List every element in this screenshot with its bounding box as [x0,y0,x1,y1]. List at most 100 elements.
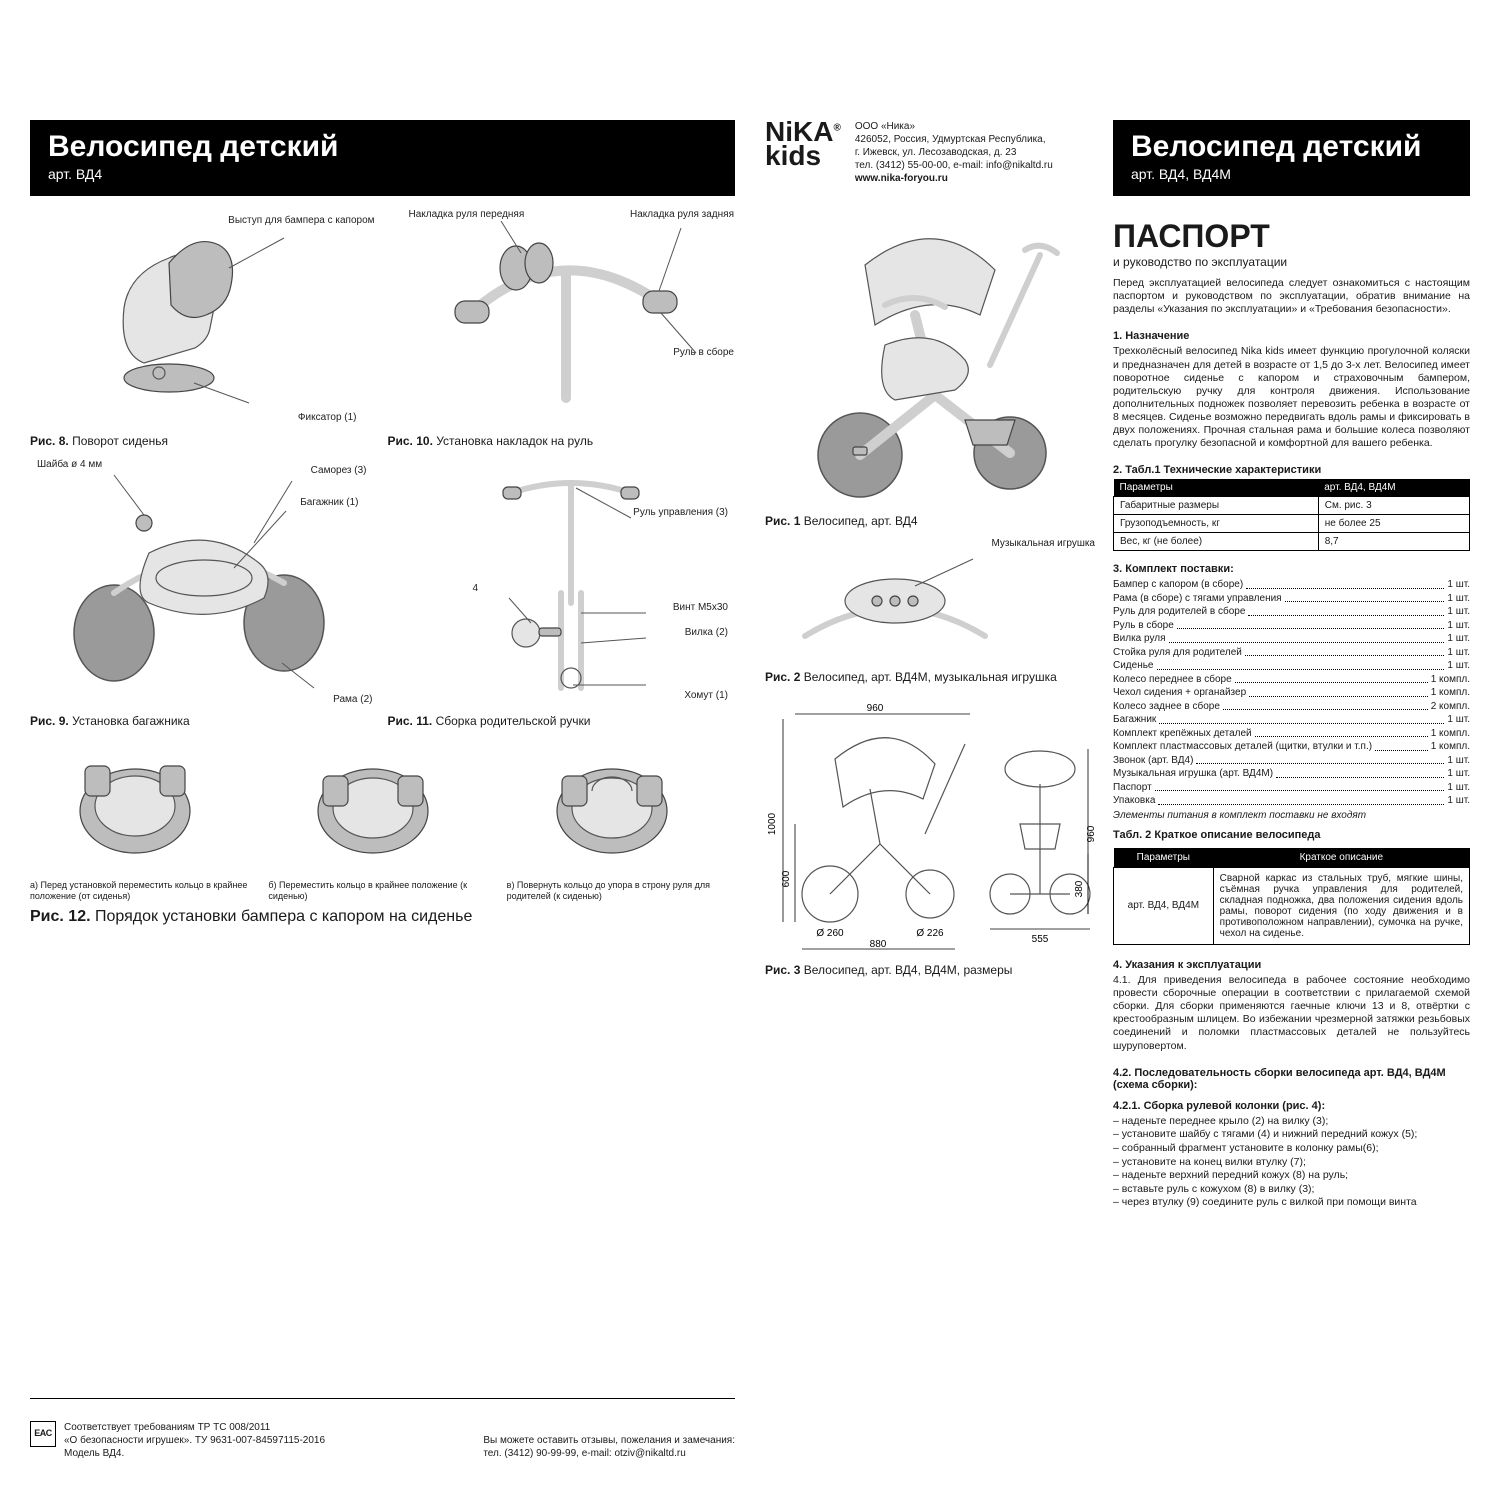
fig-grid-top: Выступ для бампера с капором Фиксатор (1… [30,208,735,728]
assembly-step: – вставьте руль с кожухом (8) в вилку (3… [1113,1183,1470,1197]
table2: ПараметрыКраткое описание арт. ВД4, ВД4М… [1113,848,1470,945]
supply-list: Бампер с капором (в сборе) 1 шт.Рама (в … [1113,578,1470,808]
tab2-h: Табл. 2 Краткое описание велосипеда [1113,829,1470,841]
fig10-callout-c: Руль в сборе [673,347,734,358]
sec4-h: 4. Указания к эксплуатации [1113,959,1470,971]
svg-text:960: 960 [867,703,884,714]
svg-text:960: 960 [1086,825,1095,842]
supply-row: Чехол сидения + органайзер 1 компл. [1113,686,1470,700]
supply-row: Багажник 1 шт. [1113,713,1470,727]
right-header: Велосипед детский арт. ВД4, ВД4М [1113,120,1470,196]
supply-row: Паспорт 1 шт. [1113,781,1470,795]
svg-text:880: 880 [870,939,887,950]
fig9-cap: Рис. 9. Установка багажника [30,714,378,728]
svg-text:600: 600 [781,870,792,887]
fig12-b: б) Переместить кольцо в крайнее положени… [268,736,496,902]
fig11-callout-b: Винт М5х30 [673,602,728,613]
sec3-h: 3. Комплект поставки: [1113,563,1470,575]
brand-row: NiKA® kids ООО «Ника» 426052, Россия, Уд… [765,120,1095,185]
fig11-callout-e: 4 [473,583,479,594]
fig10: Накладка руля передняя Накладка руля зад… [388,208,736,448]
supply-row: Руль для родителей в сборе 1 шт. [1113,605,1470,619]
fig10-cap: Рис. 10. Установка накладок на руль [388,434,736,448]
supply-row: Вилка руля 1 шт. [1113,632,1470,646]
fig1: Рис. 1 Велосипед, арт. ВД4 [765,195,1095,528]
feedback-block: Вы можете оставить отзывы, пожелания и з… [483,1434,735,1460]
fig8-callout-a: Выступ для бампера с капором [228,215,374,226]
supply-row: Музыкальная игрушка (арт. ВД4М) 1 шт. [1113,767,1470,781]
right-page: NiKA® kids ООО «Ника» 426052, Россия, Уд… [750,120,1470,1460]
svg-text:1000: 1000 [767,812,778,835]
brand-info: ООО «Ника» 426052, Россия, Удмуртская Ре… [855,120,1053,185]
assembly-steps: – наденьте переднее крыло (2) на вилку (… [1113,1115,1470,1210]
fig11-callout-a: Руль управления (3) [633,507,728,518]
supply-row: Стойка руля для родителей 1 шт. [1113,646,1470,660]
fig10-svg [411,213,711,423]
assembly-step: – собранный фрагмент установите в колонк… [1113,1142,1470,1156]
fig9-callout-b: Саморез (3) [311,465,367,476]
supply-row: Звонок (арт. ВД4) 1 шт. [1113,754,1470,768]
left-header: Велосипед детский арт. ВД4 [30,120,735,196]
fig8-cap: Рис. 8. Поворот сиденья [30,434,378,448]
sec1-h: 1. Назначение [1113,330,1470,342]
passport-title: ПАСПОРТ [1113,218,1470,255]
supply-row: Упаковка 1 шт. [1113,794,1470,808]
svg-text:380: 380 [1074,880,1085,897]
fig11-cap: Рис. 11. Сборка родительской ручки [388,714,736,728]
fig8-callout-b: Фиксатор (1) [298,412,357,423]
supply-row: Сиденье 1 шт. [1113,659,1470,673]
fig10-callout-a: Накладка руля передняя [409,209,525,220]
brand-logo: NiKA® kids [765,120,841,168]
fig12-row: а) Перед установкой переместить кольцо в… [30,736,735,902]
fig11: Руль управления (3) Винт М5х30 Вилка (2)… [388,458,736,728]
table1: Параметрыарт. ВД4, ВД4М Габаритные разме… [1113,479,1470,551]
fig9-callout-c: Багажник (1) [300,497,358,508]
fig9-callout-a: Шайба ø 4 мм [37,459,102,470]
fig11-svg [411,463,711,703]
fig12-a: а) Перед установкой переместить кольцо в… [30,736,258,902]
supply-row: Бампер с капором (в сборе) 1 шт. [1113,578,1470,592]
right-title: Велосипед детский [1131,130,1452,164]
assembly-step: – через втулку (9) соедините руль с вилк… [1113,1196,1470,1210]
fig12-cap: Рис. 12. Порядок установки бампера с кап… [30,908,735,926]
right-col-text: Велосипед детский арт. ВД4, ВД4М ПАСПОРТ… [1113,120,1470,1460]
svg-text:Ø 260: Ø 260 [816,928,844,939]
eac-icon: EAC [30,1421,56,1447]
compliance-block: EAC Соответствует требованиям ТР ТС 008/… [30,1421,325,1460]
left-footer: EAC Соответствует требованиям ТР ТС 008/… [30,1421,735,1460]
supply-row: Комплект пластмассовых деталей (щитки, в… [1113,740,1470,754]
fig11-callout-c: Вилка (2) [685,627,728,638]
tab1-h: 2. Табл.1 Технические характеристики [1113,464,1470,476]
fig8-svg [74,213,334,423]
supply-row: Колесо переднее в сборе 1 компл. [1113,673,1470,687]
svg-text:555: 555 [1032,934,1049,945]
fig11-callout-d: Хомут (1) [684,690,728,701]
fig2: Музыкальная игрушка Рис. 2 Велосипед, ар… [765,538,1095,684]
assembly-step: – установите шайбу с тягами (4) и нижний… [1113,1128,1470,1142]
left-page: Велосипед детский арт. ВД4 Выступ для ба… [30,120,750,1460]
sec41: 4.1. Для приведения велосипеда в рабочее… [1113,974,1470,1053]
left-title: Велосипед детский [48,130,717,164]
assembly-step: – наденьте верхний передний кожух (8) на… [1113,1169,1470,1183]
right-col-figures: NiKA® kids ООО «Ника» 426052, Россия, Уд… [765,120,1095,1460]
fig9: Шайба ø 4 мм Саморез (3) Багажник (1) Ра… [30,458,378,728]
fig3: 960 1000 600 Ø 260 Ø 226 880 [765,694,1095,977]
fig8: Выступ для бампера с капором Фиксатор (1… [30,208,378,448]
sec1-para: Трехколёсный велосипед Nika kids имеет ф… [1113,345,1470,450]
sec421-h: 4.2.1. Сборка рулевой колонки (рис. 4): [1113,1100,1470,1112]
sec42-h: 4.2. Последовательность сборки велосипед… [1113,1067,1470,1091]
assembly-step: – установите на конец вилки втулку (7); [1113,1156,1470,1170]
fig9-callout-d: Рама (2) [333,694,372,705]
supply-row: Комплект крепёжных деталей 1 компл. [1113,727,1470,741]
supply-row: Колесо заднее в сборе 2 компл. [1113,700,1470,714]
passport-sub: и руководство по эксплуатации [1113,255,1470,269]
supply-note: Элементы питания в комплект поставки не … [1113,810,1470,821]
svg-text:Ø 226: Ø 226 [916,928,944,939]
left-sub: арт. ВД4 [48,166,717,182]
fig10-callout-b: Накладка руля задняя [630,209,734,220]
fig12-c: в) Повернуть кольцо до упора в строну ру… [507,736,735,902]
supply-row: Рама (в сборе) с тягами управления 1 шт. [1113,592,1470,606]
assembly-step: – наденьте переднее крыло (2) на вилку (… [1113,1115,1470,1129]
intro-para: Перед эксплуатацией велосипеда следует о… [1113,277,1470,316]
supply-row: Руль в сборе 1 шт. [1113,619,1470,633]
